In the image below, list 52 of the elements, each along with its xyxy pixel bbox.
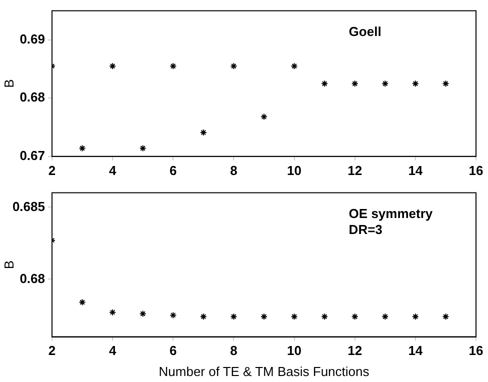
x-tick-label: 10 bbox=[287, 343, 302, 358]
x-tick-label: 16 bbox=[468, 162, 484, 178]
y-axis-title: B bbox=[1, 79, 16, 88]
point bbox=[78, 144, 86, 152]
x-tick-label: 12 bbox=[348, 343, 362, 358]
x-tick-label: 12 bbox=[348, 162, 362, 178]
point bbox=[442, 313, 450, 320]
point bbox=[351, 80, 358, 88]
y-tick-label: 0.67 bbox=[20, 148, 45, 163]
point bbox=[412, 80, 419, 88]
y-tick-label: 0.68 bbox=[20, 90, 45, 105]
point bbox=[139, 310, 146, 318]
x-tick-label: 14 bbox=[408, 162, 424, 178]
point bbox=[170, 62, 177, 70]
point bbox=[170, 312, 177, 319]
annotation: Goell bbox=[348, 24, 382, 39]
point bbox=[200, 129, 207, 136]
point bbox=[109, 308, 116, 316]
y-tick-label: 0.69 bbox=[20, 32, 45, 46]
point bbox=[200, 313, 207, 320]
x-axis-title: Number of TE & TM Basis Functions bbox=[158, 364, 370, 379]
point bbox=[230, 313, 238, 320]
point bbox=[260, 113, 268, 120]
x-tick-label: 6 bbox=[170, 162, 177, 178]
point bbox=[382, 80, 389, 88]
point bbox=[442, 80, 450, 88]
point bbox=[321, 80, 328, 88]
x-tick-label: 16 bbox=[468, 343, 484, 358]
x-tick-label: 2 bbox=[48, 162, 56, 178]
point bbox=[382, 313, 389, 320]
point bbox=[260, 313, 268, 320]
annotation: OE symmetry DR=3 bbox=[348, 206, 434, 237]
point bbox=[412, 313, 419, 320]
y-axis-title: B bbox=[1, 260, 16, 270]
point bbox=[321, 313, 328, 320]
x-tick-label: 4 bbox=[108, 343, 117, 358]
x-tick-label: 4 bbox=[108, 162, 117, 178]
point bbox=[290, 62, 298, 70]
y-tick-label: 0.68 bbox=[20, 270, 45, 286]
x-tick-label: 8 bbox=[230, 343, 238, 358]
y-tick-label: 0.685 bbox=[12, 198, 45, 214]
point bbox=[230, 62, 238, 70]
x-tick-label: 2 bbox=[48, 343, 56, 358]
point bbox=[351, 313, 358, 320]
point bbox=[290, 313, 298, 320]
point bbox=[109, 62, 116, 70]
point bbox=[139, 144, 146, 152]
point bbox=[78, 298, 86, 306]
x-tick-label: 14 bbox=[408, 343, 424, 358]
x-tick-label: 8 bbox=[230, 162, 238, 178]
x-tick-label: 10 bbox=[287, 162, 302, 178]
x-tick-label: 6 bbox=[170, 343, 177, 358]
